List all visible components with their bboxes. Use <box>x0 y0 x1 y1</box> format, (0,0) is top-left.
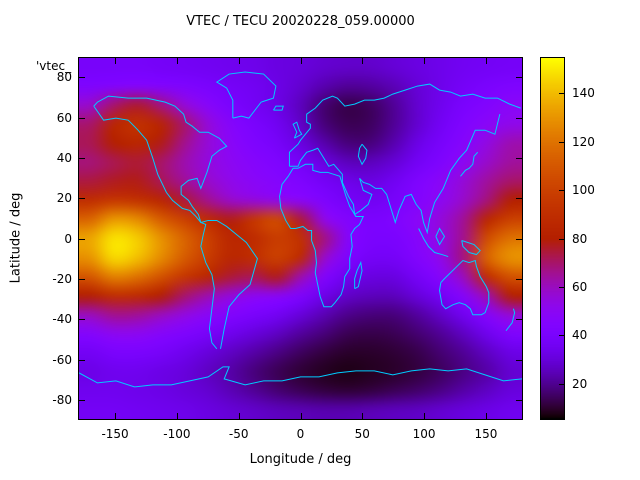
x-tick-label: 50 <box>354 427 370 441</box>
y-tick-label: -40 <box>52 312 72 327</box>
x-tick-label: 0 <box>296 427 305 441</box>
x-tick-mark <box>424 413 426 419</box>
plot-area <box>78 57 523 420</box>
x-tick-label: 100 <box>412 427 436 441</box>
x-tick-label: 150 <box>474 427 498 441</box>
y-axis-label: Latitude / deg <box>8 192 24 284</box>
coastline-borneo <box>436 228 445 244</box>
coastline-new-guinea <box>462 241 480 255</box>
y-tick-mark <box>79 117 85 119</box>
coastline-madagascar <box>355 263 362 289</box>
colorbar-tick-mark <box>559 335 564 337</box>
colorbar-tick-label: 60 <box>572 279 588 294</box>
y-tick-mark <box>79 238 85 240</box>
coastline-americas-east <box>94 96 258 349</box>
colorbar-tick-mark <box>559 383 564 385</box>
x-tick-label: -50 <box>228 427 249 441</box>
x-tick-mark <box>238 413 240 419</box>
coastline-new-zealand <box>506 309 515 331</box>
colorbar-tick-label: 20 <box>572 376 588 391</box>
y-tick-mark <box>79 157 85 159</box>
y-tick-label: 0 <box>64 231 72 246</box>
y-tick-mark-mirror <box>516 278 522 280</box>
coastline-iceland <box>273 106 283 110</box>
y-tick-label: 80 <box>56 70 72 85</box>
coastline-australia <box>440 261 489 315</box>
colorbar-gradient-canvas <box>541 58 564 419</box>
colorbar-tick-mark <box>559 286 564 288</box>
y-tick-mark <box>79 278 85 280</box>
y-tick-mark-mirror <box>516 198 522 200</box>
colorbar-tick-label: 100 <box>572 183 595 198</box>
y-tick-mark <box>79 319 85 321</box>
x-tick-mark <box>485 413 487 419</box>
y-tick-mark-mirror <box>516 238 522 240</box>
y-tick-label: 20 <box>56 191 72 206</box>
colorbar-tick-label: 40 <box>572 328 588 343</box>
y-tick-mark-mirror <box>516 359 522 361</box>
y-tick-mark <box>79 198 85 200</box>
coastline-europe-arctic <box>289 84 520 166</box>
chart-title: VTEC / TECU 20020228_059.00000 <box>186 14 415 29</box>
y-tick-mark-mirror <box>516 77 522 79</box>
y-tick-label: -20 <box>52 271 72 286</box>
y-tick-mark-mirror <box>516 319 522 321</box>
coastline-group <box>79 72 522 387</box>
y-tick-mark <box>79 77 85 79</box>
colorbar-tick-label: 140 <box>572 86 595 101</box>
coastline-asia-south <box>289 114 499 232</box>
y-tick-mark <box>79 359 85 361</box>
y-tick-label: -60 <box>52 352 72 367</box>
x-tick-mark-mirror <box>485 58 487 64</box>
y-tick-mark-mirror <box>516 117 522 119</box>
y-tick-mark-mirror <box>516 399 522 401</box>
x-tick-mark-mirror <box>238 58 240 64</box>
x-tick-mark <box>115 413 117 419</box>
coastline-americas-west <box>94 106 217 349</box>
series-key-label: 'vtec_ <box>36 59 72 73</box>
colorbar-tick-mark <box>559 238 564 240</box>
coastline-antarctica <box>79 367 522 387</box>
colorbar-tick-label: 80 <box>572 231 588 246</box>
coastlines-overlay <box>79 58 522 419</box>
colorbar-tick-mark <box>559 93 564 95</box>
x-tick-mark <box>362 413 364 419</box>
x-tick-mark-mirror <box>115 58 117 64</box>
coastline-caspian-sea <box>358 144 367 164</box>
y-tick-mark <box>79 399 85 401</box>
coastline-japan <box>460 152 477 176</box>
y-tick-mark-mirror <box>516 157 522 159</box>
x-tick-mark-mirror <box>176 58 178 64</box>
colorbar-tick-mark <box>559 141 564 143</box>
x-axis-label: Longitude / deg <box>249 452 352 467</box>
y-tick-label: 40 <box>56 150 72 165</box>
colorbar-tick-label: 120 <box>572 134 595 149</box>
coastline-africa <box>280 164 364 306</box>
y-tick-label: -80 <box>52 392 72 407</box>
coastline-indonesia <box>419 228 449 256</box>
x-tick-label: -100 <box>163 427 191 441</box>
x-tick-mark-mirror <box>362 58 364 64</box>
tec-heatmap-canvas <box>79 58 522 419</box>
y-tick-label: 60 <box>56 110 72 125</box>
x-tick-mark-mirror <box>300 58 302 64</box>
coastline-british-isles <box>293 122 302 138</box>
x-tick-mark-mirror <box>424 58 426 64</box>
x-tick-mark <box>300 413 302 419</box>
x-tick-label: -150 <box>101 427 129 441</box>
colorbar <box>540 57 565 420</box>
x-tick-mark <box>176 413 178 419</box>
coastline-greenland <box>217 72 276 118</box>
colorbar-tick-mark <box>559 190 564 192</box>
